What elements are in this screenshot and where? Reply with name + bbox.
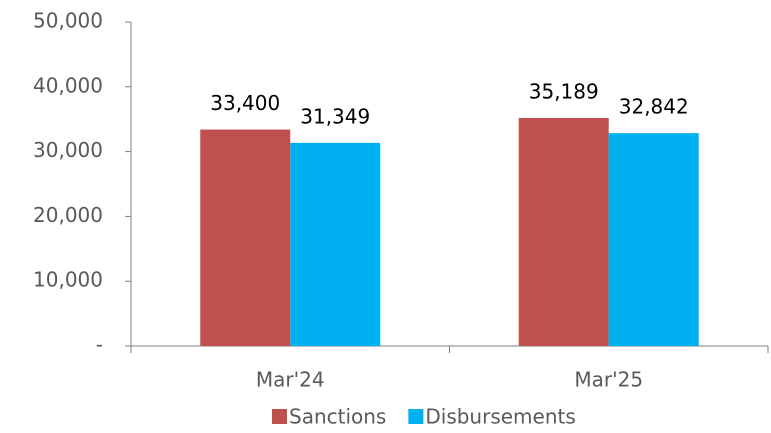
bar bbox=[200, 129, 291, 346]
data-label: 35,189 bbox=[529, 79, 599, 103]
bar bbox=[608, 133, 699, 346]
data-label: 32,842 bbox=[619, 95, 689, 119]
y-tick-label: 10,000 bbox=[33, 268, 103, 292]
y-tick-label: 30,000 bbox=[33, 138, 103, 162]
legend-label: Sanctions bbox=[289, 405, 386, 429]
y-tick-label: 50,000 bbox=[33, 9, 103, 33]
legend-swatch bbox=[272, 409, 287, 424]
data-label: 33,400 bbox=[210, 91, 280, 115]
legend-swatch bbox=[408, 409, 424, 424]
bar bbox=[518, 117, 609, 346]
legend-label: Disbursements bbox=[425, 405, 575, 429]
x-tick-label: Mar'24 bbox=[256, 368, 325, 392]
y-tick-label: 40,000 bbox=[33, 73, 103, 97]
data-label: 31,349 bbox=[300, 104, 370, 128]
x-tick-label: Mar'25 bbox=[574, 368, 643, 392]
y-tick-label: 20,000 bbox=[33, 203, 103, 227]
bar bbox=[290, 142, 381, 346]
y-tick-label: - bbox=[96, 333, 103, 357]
